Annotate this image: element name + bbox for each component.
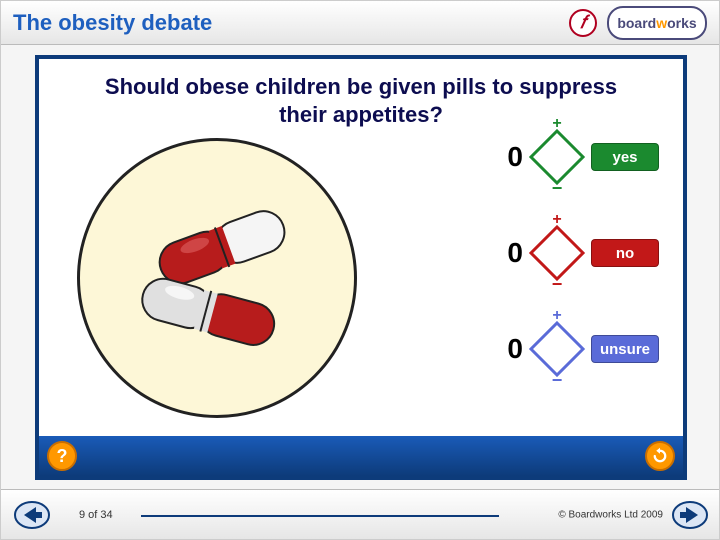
vote-row-no: 0 + − no	[487, 213, 659, 293]
flash-player-icon: 𝑓	[569, 9, 597, 37]
reset-button[interactable]	[645, 441, 675, 471]
logo-text-accent: w	[656, 15, 667, 31]
header-bar: The obesity debate 𝑓 boardworks	[1, 1, 719, 45]
stage-bottom-bar: ?	[39, 436, 683, 476]
header-right: 𝑓 boardworks	[569, 6, 707, 40]
plus-icon[interactable]: +	[552, 307, 561, 325]
pills-svg	[107, 178, 327, 378]
stage-container: Should obese children be given pills to …	[1, 45, 719, 484]
undo-icon	[651, 447, 669, 465]
minus-icon[interactable]: −	[552, 178, 563, 199]
vote-count-no: 0	[487, 237, 523, 269]
plus-icon[interactable]: +	[552, 211, 561, 229]
page-indicator: 9 of 34	[79, 509, 113, 521]
slide-stage: Should obese children be given pills to …	[35, 55, 687, 480]
vote-row-yes: 0 + − yes	[487, 117, 659, 197]
minus-icon[interactable]: −	[552, 274, 563, 295]
vote-count-yes: 0	[487, 141, 523, 173]
progress-line	[141, 515, 499, 517]
vote-label-unsure[interactable]: unsure	[591, 335, 659, 363]
vote-count-unsure: 0	[487, 333, 523, 365]
vote-stepper-no[interactable]: + −	[529, 213, 585, 293]
slide-content: 0 + − yes 0 + − no	[39, 138, 683, 418]
next-slide-button[interactable]	[671, 500, 709, 530]
vote-stepper-unsure[interactable]: + −	[529, 309, 585, 389]
copyright-text: © Boardworks Ltd 2009	[558, 509, 663, 520]
logo-text-suffix: orks	[667, 15, 697, 31]
plus-icon[interactable]: +	[552, 115, 561, 133]
page-title: The obesity debate	[13, 10, 212, 36]
vote-column: 0 + − yes 0 + − no	[487, 117, 659, 389]
boardworks-logo: boardworks	[607, 6, 707, 40]
arrow-left-icon	[14, 501, 50, 529]
help-button[interactable]: ?	[47, 441, 77, 471]
vote-row-unsure: 0 + − unsure	[487, 309, 659, 389]
footer-bar: 9 of 34 © Boardworks Ltd 2009	[1, 489, 719, 539]
logo-text-main: board	[617, 15, 656, 31]
vote-label-no[interactable]: no	[591, 239, 659, 267]
pills-illustration	[77, 138, 357, 418]
minus-icon[interactable]: −	[552, 370, 563, 391]
arrow-right-icon	[672, 501, 708, 529]
vote-label-yes[interactable]: yes	[591, 143, 659, 171]
vote-stepper-yes[interactable]: + −	[529, 117, 585, 197]
prev-slide-button[interactable]	[13, 500, 51, 530]
